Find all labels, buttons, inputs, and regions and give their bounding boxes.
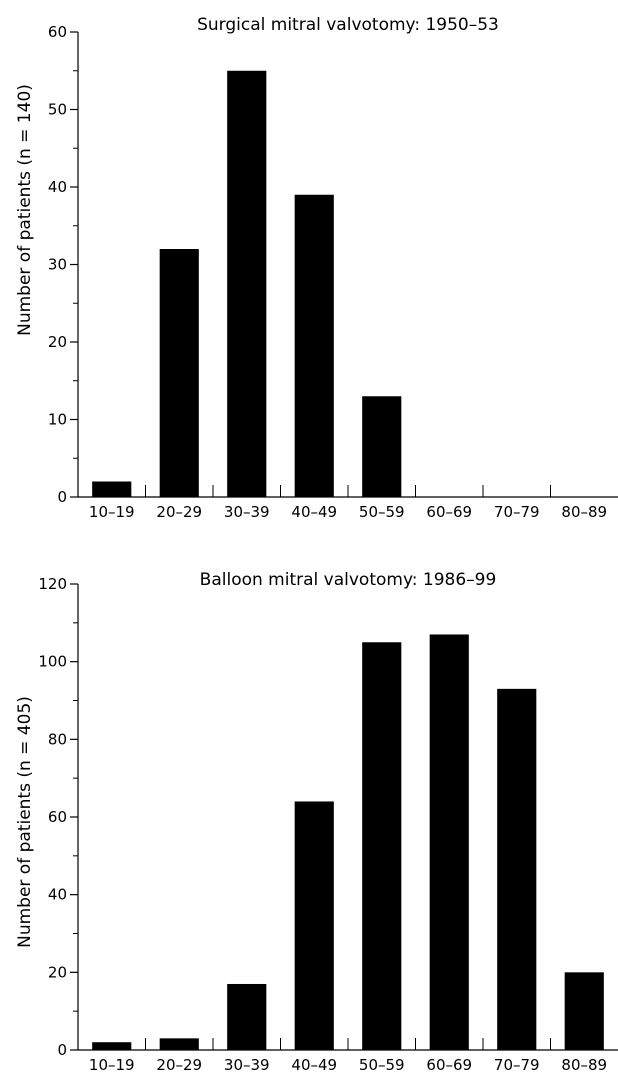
x-tick-label: 10–19 [89, 1056, 135, 1074]
bar [362, 642, 402, 1050]
x-tick-label: 70–79 [494, 503, 540, 521]
x-tick-label: 60–69 [426, 503, 472, 521]
y-tick-label: 40 [48, 886, 67, 904]
bar [294, 801, 334, 1050]
x-tick-label: 80–89 [561, 503, 607, 521]
y-axis-label: Number of patients (n = 405) [15, 696, 35, 948]
y-axis-label: Number of patients (n = 140) [15, 84, 35, 336]
bar [159, 1038, 199, 1050]
y-tick-label: 80 [48, 730, 67, 748]
bar [362, 396, 402, 497]
y-tick-label: 10 [48, 411, 67, 429]
bar [92, 481, 132, 497]
bar [227, 70, 267, 497]
y-tick-label: 50 [48, 101, 67, 119]
x-tick-label: 40–49 [291, 1056, 337, 1074]
x-tick-label: 10–19 [89, 503, 135, 521]
bar [564, 972, 604, 1050]
x-tick-label: 50–59 [359, 1056, 405, 1074]
y-tick-label: 40 [48, 178, 67, 196]
x-tick-label: 70–79 [494, 1056, 540, 1074]
x-tick-label: 20–29 [156, 1056, 202, 1074]
y-tick-label: 100 [38, 653, 67, 671]
y-tick-label: 120 [38, 575, 67, 593]
x-tick-label: 50–59 [359, 503, 405, 521]
chart-panel-balloon: Balloon mitral valvotomy: 1986–99 Number… [15, 570, 618, 1074]
y-tick-label: 0 [57, 1041, 67, 1059]
y-tick-label: 20 [48, 333, 67, 351]
y-tick-label: 60 [48, 808, 67, 826]
x-tick-label: 20–29 [156, 503, 202, 521]
chart-title: Balloon mitral valvotomy: 1986–99 [200, 570, 497, 590]
x-tick-label: 60–69 [426, 1056, 472, 1074]
chart-panel-surgical: Surgical mitral valvotomy: 1950–53 Numbe… [15, 15, 618, 521]
bar [429, 634, 469, 1050]
y-tick-label: 60 [48, 23, 67, 41]
bar [159, 249, 199, 497]
bar [294, 194, 334, 497]
x-tick-label: 30–39 [224, 503, 270, 521]
y-tick-label: 0 [57, 488, 67, 506]
bar [497, 688, 537, 1050]
chart-title: Surgical mitral valvotomy: 1950–53 [197, 15, 499, 35]
y-tick-label: 20 [48, 963, 67, 981]
plot-area: 0 10 20 30 40 50 60 10–19 20–29 30–39 40–49 50–59 60… [48, 23, 618, 521]
x-tick-label: 30–39 [224, 1056, 270, 1074]
x-tick-label: 80–89 [561, 1056, 607, 1074]
y-tick-label: 30 [48, 256, 67, 274]
x-tick-label: 40–49 [291, 503, 337, 521]
bar [92, 1042, 132, 1050]
bar [227, 983, 267, 1050]
plot-area: 0 20 40 60 80 100 120 10–19 20–29 30–39 40–49 50–59… [38, 575, 618, 1074]
